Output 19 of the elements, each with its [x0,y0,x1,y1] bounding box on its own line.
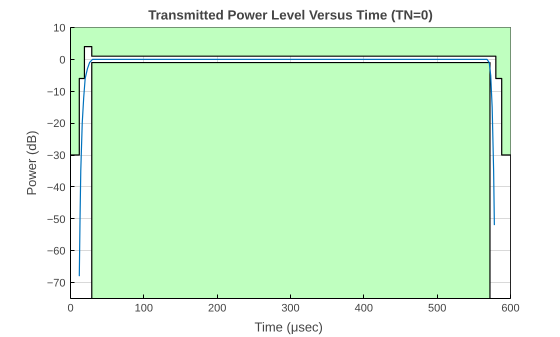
y-tick-label: −10 [46,86,66,98]
x-tick-label: 600 [501,302,520,314]
chart-title: Transmitted Power Level Versus Time (TN=0) [148,8,433,22]
x-axis-title: Time (μsec) [254,320,323,334]
x-tick-label: 200 [208,302,226,314]
x-tick-label: 400 [354,302,374,314]
x-tick-label: 100 [134,302,154,314]
y-tick-label: 10 [53,22,66,34]
y-tick-label: −50 [46,214,66,226]
y-axis-title: Power (dB) [24,130,39,196]
x-tick-label: 0 [67,302,74,314]
y-tick-label: −60 [46,246,66,258]
y-tick-label: −30 [46,150,66,162]
x-tick-label: 500 [428,302,446,314]
y-tick-label: −40 [46,182,66,194]
y-tick-label: −20 [46,118,66,130]
y-tick-label: 0 [59,54,66,66]
y-tick-label: −70 [46,278,66,290]
x-tick-label: 300 [281,302,300,314]
